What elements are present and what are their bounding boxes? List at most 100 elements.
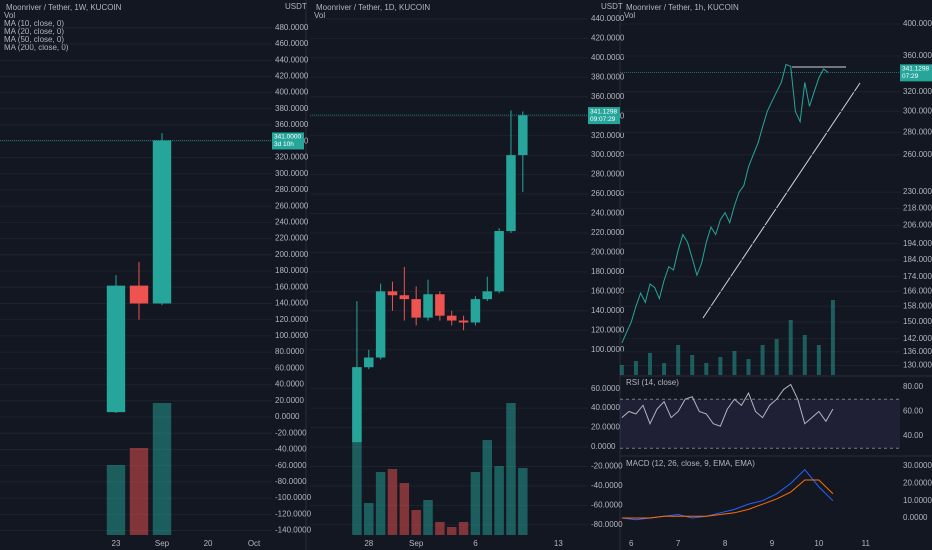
y-tick-label: 180.0000 [275,266,309,275]
y-tick-label: 136.0000 [903,347,932,356]
y-tick-label: 20.0000 [591,423,620,432]
y-tick-label: 230.0000 [903,187,932,196]
candle-body [494,231,504,292]
y-tick-label: 160.0000 [591,286,625,295]
y-tick-label: 320.0000 [591,131,625,140]
y-tick-label: -40.0000 [591,481,623,490]
x-tick-label: 13 [554,539,563,548]
y-tick-label: 260.0000 [591,189,625,198]
y-tick-label: 300.0000 [275,169,309,178]
candle-body [435,294,445,316]
y-tick-label: 180.0000 [591,267,625,276]
x-tick-label: 20 [204,539,213,548]
y-tick-label: 158.0000 [903,301,932,310]
last-price-tag [588,107,620,125]
candle-body [129,285,149,304]
y-tick-label: 0.0000 [591,442,616,451]
volume-bar [518,468,528,535]
y-tick-label: -80.0000 [591,520,623,529]
y-tick-label: 400.0000 [903,19,932,28]
volume-bar [690,355,695,375]
y-tick-label: 220.0000 [275,234,309,243]
y-tick-label: 194.0000 [903,239,932,248]
candle-body [458,320,469,323]
y-tick-label: 142.0000 [903,334,932,343]
last-price-label: 341.1298 [902,66,929,73]
trend-drawing [702,82,861,319]
y-tick-label: 460.0000 [275,39,309,48]
candle-body [470,299,481,323]
y-tick-label: 20.0000 [275,396,304,405]
y-tick-label: 130.0000 [903,361,932,370]
y-tick-label: 300.0000 [591,150,625,159]
y-tick-label: 174.0000 [903,272,932,281]
y-tick-label: 0.0000 [275,412,300,421]
y-tick-label: 60.0000 [275,363,304,372]
volume-bar [446,527,457,535]
y-tick-label: 150.0000 [903,317,932,326]
x-tick-label: 6 [473,539,478,548]
chart-title: Moonriver / Tether, 1W, KUCOIN [6,3,122,12]
candle-body [482,291,493,300]
y-tick-label: 140.0000 [275,299,309,308]
x-tick-label: 11 [862,539,871,548]
y-tick-label: 200.0000 [591,248,625,257]
x-tick-label: 23 [112,539,121,548]
y-tick-label: -80.0000 [275,477,307,486]
x-tick-label: 6 [629,539,634,548]
volume-bar [830,300,835,375]
y-tick-label: 184.0000 [903,255,932,264]
volume-bar [106,465,126,535]
y-tick-label: 80.00 [903,382,924,391]
volume-bar [152,403,172,535]
candle-body [152,140,172,304]
y-tick-label: 140.0000 [591,306,625,315]
volume-bar [619,365,624,375]
rsi-title: RSI (14, close) [626,378,679,387]
candle-body [387,291,398,296]
volume-bar [633,361,638,375]
y-tick-label: 60.00 [903,407,924,416]
price-line [621,63,829,344]
candle-body [399,295,410,300]
volume-bar [411,510,421,535]
chart-title: Moonriver / Tether, 1h, KUCOIN [626,3,739,12]
y-tick-label: 160.0000 [275,282,309,291]
volume-bar [470,472,481,535]
y-tick-label: 240.0000 [591,209,625,218]
y-tick-label: 100.0000 [275,331,309,340]
volume-bar [399,483,410,535]
y-tick-label: 420.0000 [591,33,625,42]
legend-entry: Vol [314,11,325,20]
volume-bar [816,345,821,375]
candle-body [352,367,362,443]
legend-entry: Vol [624,11,635,20]
y-tick-label: 240.0000 [275,217,309,226]
volume-bar [760,345,765,375]
y-tick-label: 200.0000 [275,250,309,259]
y-tick-label: 206.0000 [903,221,932,230]
x-tick-label: 10 [814,539,823,548]
y-tick-label: 440.0000 [591,14,625,23]
volume-bar [364,503,374,535]
candle-body [411,299,421,318]
x-tick-label: 9 [770,539,775,548]
y-tick-label: -60.0000 [591,501,623,510]
y-tick-label: -20.0000 [275,428,307,437]
countdown-label: 3d 10h [274,141,294,148]
volume-bar [704,363,709,375]
y-tick-label: 120.0000 [275,315,309,324]
volume-bar [458,522,469,535]
volume-bar [676,345,681,375]
legend-entry: Vol [4,11,15,20]
y-tick-label: 440.0000 [275,55,309,64]
macd-line [621,479,834,519]
x-tick-label: Oct [248,539,261,548]
last-price-tag [900,64,932,82]
y-tick-label: -60.0000 [275,461,307,470]
y-tick-label: 20.0000 [903,479,932,488]
unit-label: USDT [601,2,623,11]
y-tick-label: 40.0000 [275,380,304,389]
y-tick-label: 260.0000 [275,201,309,210]
x-tick-label: 8 [723,539,728,548]
